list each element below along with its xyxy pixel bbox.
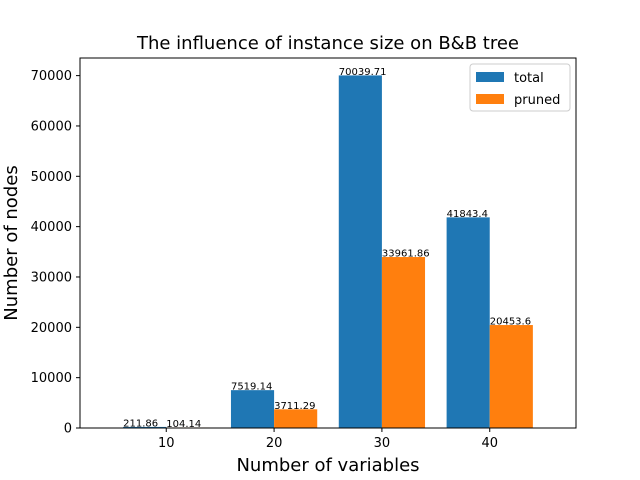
y-tick-label-20000: 20000 <box>31 321 72 336</box>
bar-total-20 <box>230 390 275 428</box>
x-tick-label-40: 40 <box>481 436 498 451</box>
y-tick-label-10000: 10000 <box>31 371 72 386</box>
y-axis-label: Number of nodes <box>1 165 22 320</box>
x-tick-label-20: 20 <box>266 436 283 451</box>
axes-frame <box>79 57 577 429</box>
x-tick-label-10: 10 <box>158 436 175 451</box>
legend-label-pruned: pruned <box>514 93 560 108</box>
legend-label-total: total <box>514 71 544 86</box>
data-label-pruned-40: 20453.6 <box>490 317 531 328</box>
data-label-pruned-20: 3711.29 <box>274 401 315 412</box>
data-label-total-30: 70039.71 <box>339 67 387 78</box>
data-label-pruned-30: 33961.86 <box>382 249 430 260</box>
chart-title: The influence of instance size on B&B tr… <box>136 33 519 54</box>
data-label-pruned-10: 104.14 <box>166 419 201 430</box>
bar-pruned-40 <box>489 325 533 428</box>
data-label-total-10: 211.86 <box>123 418 158 429</box>
y-tick-label-40000: 40000 <box>31 220 72 235</box>
x-axis-label: Number of variables <box>236 455 419 476</box>
plot-area: 211.86 7519.14 70039.71 41843.4 104.14 3711.2… <box>31 67 533 451</box>
legend-swatch-total <box>476 72 504 82</box>
y-tick-label-60000: 60000 <box>31 119 72 134</box>
bar-total-10 <box>123 426 167 428</box>
y-tick-label-50000: 50000 <box>31 170 72 185</box>
data-label-total-20: 7519.14 <box>231 382 272 393</box>
y-tick-label-30000: 30000 <box>31 270 72 285</box>
bar-pruned-30 <box>381 257 426 428</box>
x-tick-label-30: 30 <box>374 436 391 451</box>
bar-total-30 <box>338 75 382 429</box>
bar-pruned-20 <box>274 409 318 428</box>
bar-total-40 <box>446 217 490 428</box>
data-label-total-40: 41843.4 <box>447 209 488 220</box>
y-tick-label-70000: 70000 <box>31 69 72 84</box>
legend-swatch-pruned <box>476 94 504 104</box>
legend: total pruned <box>469 63 571 112</box>
y-tick-label-0: 0 <box>64 422 72 437</box>
